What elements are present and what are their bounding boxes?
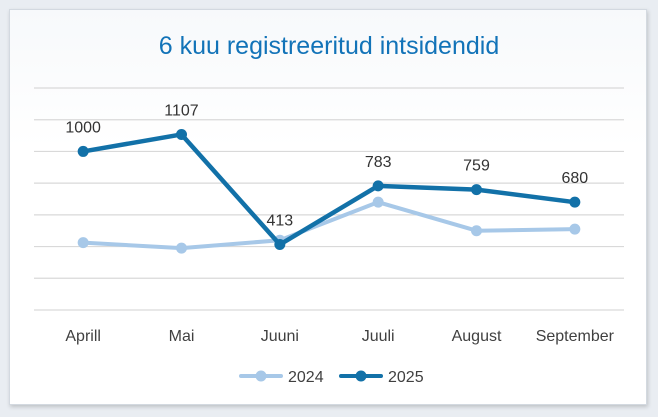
data-point — [569, 223, 581, 235]
x-tick-label: Juuni — [261, 328, 299, 345]
data-point — [77, 145, 89, 157]
data-label: 680 — [561, 170, 588, 187]
x-axis-tick-labels: Aprill Mai Juuni Juuli August September — [65, 328, 614, 345]
legend-label: 2025 — [388, 369, 424, 386]
data-label: 759 — [463, 158, 490, 175]
data-label: 413 — [266, 213, 293, 230]
x-tick-label: September — [536, 328, 615, 345]
series-line — [80, 132, 578, 247]
series-2024 — [77, 196, 581, 254]
series-layer — [77, 128, 581, 254]
series-2025 — [77, 128, 581, 251]
series-line — [81, 200, 577, 251]
legend-item: 2024 — [239, 369, 324, 386]
data-point — [372, 180, 384, 192]
x-tick-label: August — [452, 328, 502, 345]
legend-marker — [355, 370, 367, 382]
chart-card — [9, 9, 647, 405]
x-tick-label: Mai — [169, 328, 195, 345]
legend: 2024 2025 — [239, 369, 424, 386]
x-tick-label: Juuli — [362, 328, 395, 345]
x-tick-label: Aprill — [65, 328, 101, 345]
chart-title: 6 kuu registreeritud intsidendid — [159, 32, 499, 60]
legend-label: 2024 — [288, 369, 324, 386]
data-point — [274, 239, 286, 251]
legend-item: 2025 — [339, 369, 424, 386]
data-label: 1000 — [65, 119, 101, 136]
data-point — [569, 196, 581, 208]
data-point — [77, 237, 89, 249]
data-point — [176, 128, 187, 140]
data-label: 1107 — [164, 102, 199, 119]
data-labels: 1000 1107 413 783 759 680 — [65, 102, 588, 229]
data-point — [176, 242, 187, 254]
data-point — [372, 196, 384, 208]
data-label: 783 — [365, 154, 392, 171]
data-point — [471, 225, 482, 237]
legend-marker — [255, 370, 267, 382]
data-point — [471, 184, 482, 196]
gridlines — [34, 87, 624, 311]
